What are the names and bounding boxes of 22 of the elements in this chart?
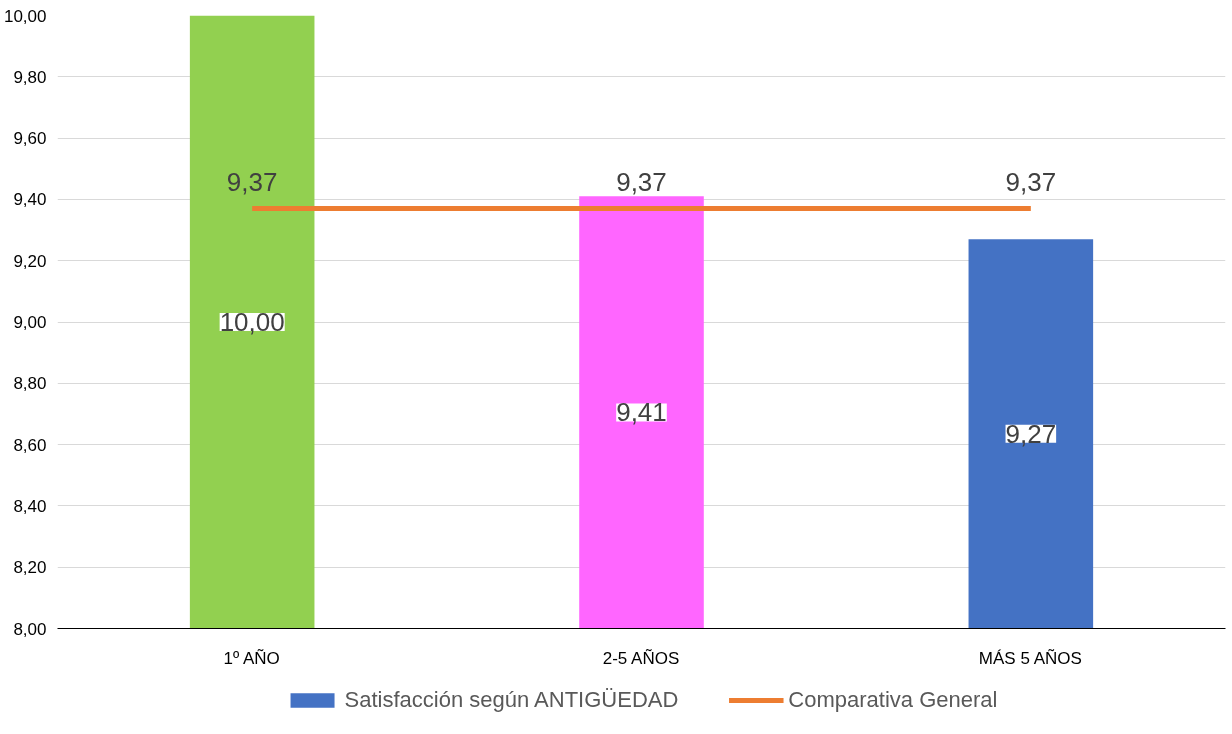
data-label: 9,41: [616, 397, 667, 428]
y-tick-label: 8,60: [13, 435, 47, 455]
data-label: 9,37: [1005, 166, 1057, 197]
y-tick-label: 9,00: [13, 313, 47, 332]
data-label: 9,37: [226, 166, 278, 197]
y-tick-label: 9,20: [13, 251, 47, 271]
y-tick-label: 8,20: [13, 558, 47, 578]
y-tick-label: 10,00: [3, 6, 47, 26]
y-tick-label: 9,40: [13, 190, 47, 210]
data-label: 9,37: [616, 166, 667, 197]
y-tick-label: 8,80: [13, 374, 47, 394]
y-tick-label: 9,80: [13, 67, 47, 87]
data-label: 9,27: [1005, 418, 1057, 449]
y-tick-label: 8,00: [13, 619, 47, 639]
y-tick-label: 9,60: [13, 129, 47, 149]
legend-label: Satisfacción según ANTIGÜEDAD: [344, 687, 679, 713]
x-tick-label: 1º AÑO: [223, 648, 280, 668]
x-tick-label: 2-5 AÑOS: [602, 648, 680, 668]
data-label: 10,00: [219, 307, 285, 337]
y-tick-label: 8,40: [13, 496, 47, 516]
legend-label: Comparativa General: [788, 687, 998, 713]
x-tick-label: MÁS 5 AÑOS: [978, 648, 1082, 668]
